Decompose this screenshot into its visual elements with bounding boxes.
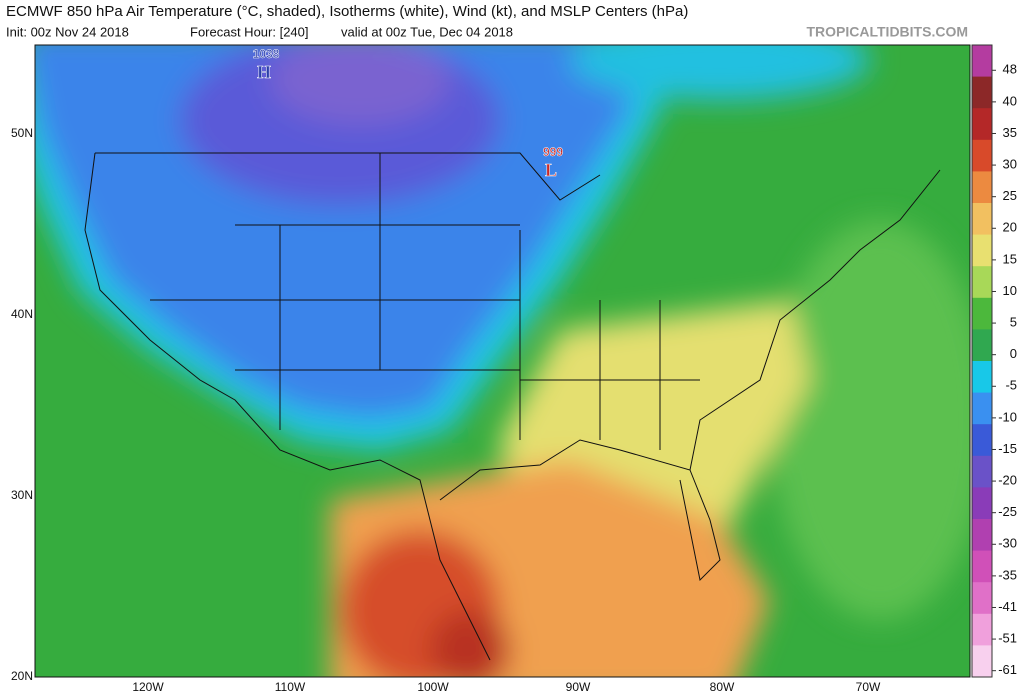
colorbar-label: 30: [1003, 157, 1017, 172]
map-frame: [34, 44, 971, 678]
colorbar-segment: [972, 171, 992, 204]
colorbar-label: 15: [1003, 251, 1017, 266]
colorbar-segment: [972, 487, 992, 520]
colorbar-segment: [972, 455, 992, 488]
lat-label: 50N: [11, 126, 33, 140]
colorbar-label: -51: [998, 631, 1017, 646]
colorbar-segment: [972, 297, 992, 330]
colorbar-segment: [972, 392, 992, 425]
pressure-value: 999: [543, 145, 563, 159]
pressure-center: H: [257, 62, 271, 82]
colorbar-segment: [972, 139, 992, 172]
lat-label: 40N: [11, 307, 33, 321]
colorbar-label: 35: [1003, 125, 1017, 140]
pressure-center: L: [545, 160, 557, 180]
colorbar-segment: [972, 613, 992, 646]
colorbar-label: -20: [998, 473, 1017, 488]
colorbar-label: 10: [1003, 283, 1017, 298]
colorbar-label: 25: [1003, 188, 1017, 203]
pressure-value: 1038: [253, 47, 280, 61]
colorbar-segment: [972, 550, 992, 583]
colorbar-segment: [972, 266, 992, 299]
colorbar-label: -41: [998, 599, 1017, 614]
colorbar-label: -30: [998, 536, 1017, 551]
colorbar-frame: [971, 44, 993, 678]
colorbar-label: -61: [998, 662, 1017, 677]
lon-label: 110W: [275, 680, 306, 694]
forecast-hour: Forecast Hour: [240]: [190, 24, 309, 39]
title: ECMWF 850 hPa Air Temperature (°C, shade…: [6, 3, 688, 20]
colorbar-label: -35: [998, 567, 1017, 582]
lon-label: 100W: [417, 680, 449, 694]
lat-label: 20N: [11, 669, 33, 683]
colorbar-segment: [972, 234, 992, 267]
colorbar-label: 48: [1003, 62, 1017, 77]
source: TROPICALTIDBITS.COM: [806, 24, 968, 40]
colorbar-label: -10: [998, 409, 1017, 424]
colorbar-label: -5: [1005, 378, 1017, 393]
colorbar-segment: [972, 76, 992, 109]
colorbar-segment: [972, 519, 992, 552]
colorbar-segment: [972, 108, 992, 141]
colorbar-segment: [972, 329, 992, 362]
init-time: Init: 00z Nov 24 2018: [6, 24, 129, 39]
lon-label: 120W: [132, 680, 164, 694]
colorbar-segment: [972, 203, 992, 236]
map: [35, 45, 970, 677]
colorbar-segment: [972, 361, 992, 394]
colorbar-label: 20: [1003, 220, 1017, 235]
valid-time: valid at 00z Tue, Dec 04 2018: [341, 24, 513, 39]
colorbar-segment: [972, 582, 992, 615]
lon-label: 80W: [710, 680, 735, 694]
colorbar-label: 40: [1003, 93, 1017, 108]
colorbar-segment: [972, 45, 992, 78]
colorbar-label: -15: [998, 441, 1017, 456]
colorbar-label: 0: [1010, 346, 1017, 361]
colorbar-label: 5: [1010, 315, 1017, 330]
lat-label: 30N: [11, 488, 33, 502]
colorbar-label: -25: [998, 504, 1017, 519]
colorbar-segment: [972, 424, 992, 457]
colorbar-segment: [972, 645, 992, 678]
lon-label: 70W: [856, 680, 881, 694]
lon-label: 90W: [566, 680, 591, 694]
